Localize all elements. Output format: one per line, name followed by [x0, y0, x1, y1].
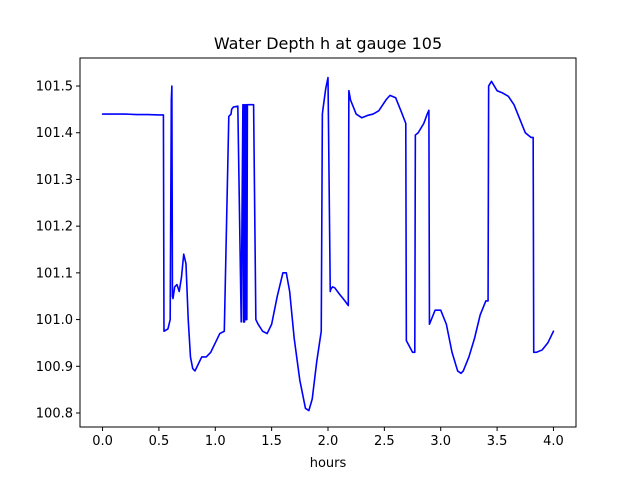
x-tick-label: 0.0: [92, 434, 113, 449]
x-axis-label: hours: [310, 456, 347, 471]
x-tick-label: 4.0: [543, 434, 564, 449]
y-tick-label: 100.9: [36, 360, 73, 375]
x-tick-label: 0.5: [149, 434, 170, 449]
y-tick-label: 101.2: [36, 220, 73, 235]
x-tick-label: 1.0: [205, 434, 226, 449]
series-line-0: [101, 76, 555, 412]
plot-area: 0.0 0.5 1.0 1.5 2.0 2.5 3.0 3.5 4.0 100.8 100.9 101…: [36, 57, 577, 449]
y-tick-label: 100.8: [36, 406, 73, 421]
y-tick-label: 101.4: [36, 126, 73, 141]
y-tick-label: 101.0: [36, 313, 73, 328]
y-tick-label: 101.3: [36, 173, 73, 188]
x-tick-label: 1.5: [261, 434, 282, 449]
x-tick-label: 3.5: [487, 434, 508, 449]
x-tick-label: 2.0: [318, 434, 339, 449]
x-tick-label: 3.0: [430, 434, 451, 449]
chart-title: Water Depth h at gauge 105: [214, 34, 442, 53]
y-tick-label: 101.1: [36, 266, 73, 281]
y-tick-label: 101.5: [36, 80, 73, 95]
x-tick-label: 2.5: [374, 434, 395, 449]
